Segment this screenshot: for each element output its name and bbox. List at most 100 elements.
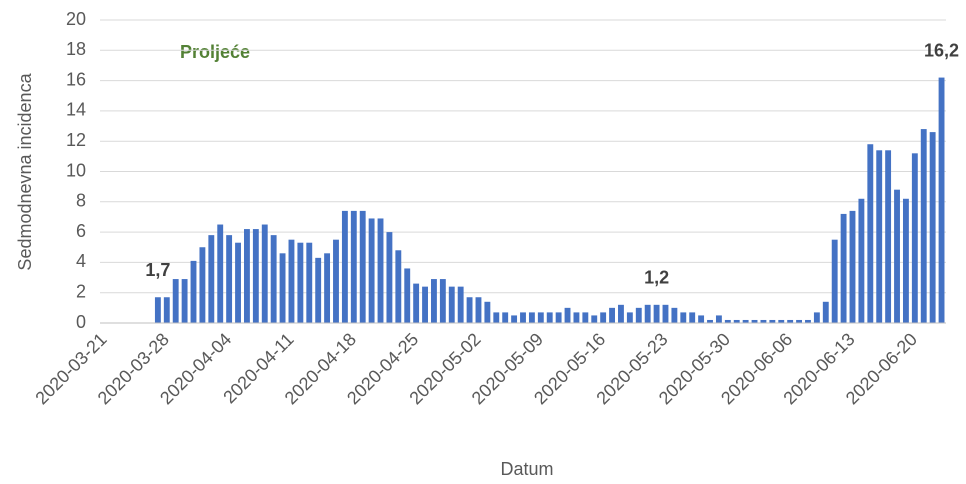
x-axis-label: Datum <box>500 459 553 479</box>
y-tick-label: 2 <box>76 281 86 301</box>
bar <box>805 319 811 323</box>
bar <box>413 283 420 323</box>
bar <box>751 319 758 323</box>
bar <box>395 250 402 323</box>
bar <box>867 144 874 323</box>
bar <box>885 150 892 323</box>
bar <box>359 210 366 323</box>
bar <box>707 319 713 323</box>
bar <box>279 253 286 323</box>
bar <box>208 235 215 323</box>
bar <box>840 213 847 323</box>
y-tick-label: 14 <box>66 100 86 120</box>
bar <box>671 307 678 323</box>
bar <box>502 312 509 323</box>
data-label: 1,7 <box>145 260 170 280</box>
y-tick-label: 8 <box>76 191 86 211</box>
bar <box>600 312 607 323</box>
bar <box>422 286 428 323</box>
bar <box>938 77 945 323</box>
bar <box>644 304 651 323</box>
bar <box>333 239 339 323</box>
y-tick-label: 4 <box>76 251 86 271</box>
bar <box>457 286 464 323</box>
bar <box>582 312 589 323</box>
y-tick-label: 16 <box>66 69 86 89</box>
bar <box>172 279 179 323</box>
bar <box>493 312 500 323</box>
bar <box>324 253 331 323</box>
bar <box>288 239 295 323</box>
data-label: 1,2 <box>644 268 669 288</box>
y-tick-label: 20 <box>66 9 86 29</box>
bar <box>404 268 411 323</box>
bar <box>698 315 705 323</box>
bar <box>154 297 161 323</box>
bar <box>573 312 580 323</box>
bar <box>431 279 437 323</box>
bar <box>341 210 348 323</box>
y-tick-label: 10 <box>66 160 86 180</box>
bar <box>439 279 446 323</box>
bar <box>243 229 250 323</box>
bar <box>528 312 535 323</box>
bar <box>680 312 687 323</box>
bar <box>306 242 313 323</box>
bar <box>475 297 482 323</box>
bar <box>831 239 838 323</box>
bar <box>386 232 393 323</box>
bar <box>653 304 660 323</box>
bar <box>796 319 803 323</box>
bar <box>564 307 571 323</box>
bar <box>448 286 455 323</box>
bar <box>297 242 304 323</box>
bar <box>235 242 241 323</box>
bar <box>662 304 669 323</box>
bar <box>591 315 598 323</box>
bar <box>911 153 918 323</box>
y-tick-label: 18 <box>66 39 86 59</box>
bar <box>929 132 936 323</box>
bar <box>894 189 900 323</box>
bar <box>822 301 829 323</box>
bar <box>252 229 259 323</box>
bar <box>724 319 731 323</box>
bar <box>609 307 615 323</box>
y-tick-label: 0 <box>76 312 86 332</box>
bar <box>163 297 170 323</box>
bar <box>466 297 473 323</box>
bar <box>511 315 518 323</box>
chart-title: Proljeće <box>180 42 250 62</box>
bar <box>555 312 562 323</box>
bar <box>769 319 776 323</box>
bar <box>760 319 767 323</box>
bar <box>778 319 785 323</box>
bar <box>546 312 553 323</box>
bar <box>315 257 322 323</box>
y-tick-label: 6 <box>76 221 86 241</box>
bar <box>368 218 375 323</box>
bar <box>849 210 856 323</box>
bar <box>626 312 633 323</box>
bar <box>858 198 865 323</box>
bar <box>377 218 384 323</box>
bar <box>217 224 224 323</box>
bar <box>813 312 820 323</box>
bar <box>742 319 749 323</box>
bar <box>270 235 277 323</box>
bar <box>190 260 197 323</box>
bar <box>920 129 927 323</box>
bar <box>261 224 268 323</box>
bar <box>715 315 722 323</box>
bar <box>618 304 624 323</box>
bar <box>537 312 544 323</box>
bar <box>689 312 696 323</box>
bar <box>635 307 642 323</box>
y-tick-label: 12 <box>66 130 86 150</box>
bar <box>484 301 491 323</box>
bar <box>350 210 357 323</box>
bar <box>733 319 740 323</box>
bar <box>199 247 206 323</box>
bar <box>181 279 188 323</box>
